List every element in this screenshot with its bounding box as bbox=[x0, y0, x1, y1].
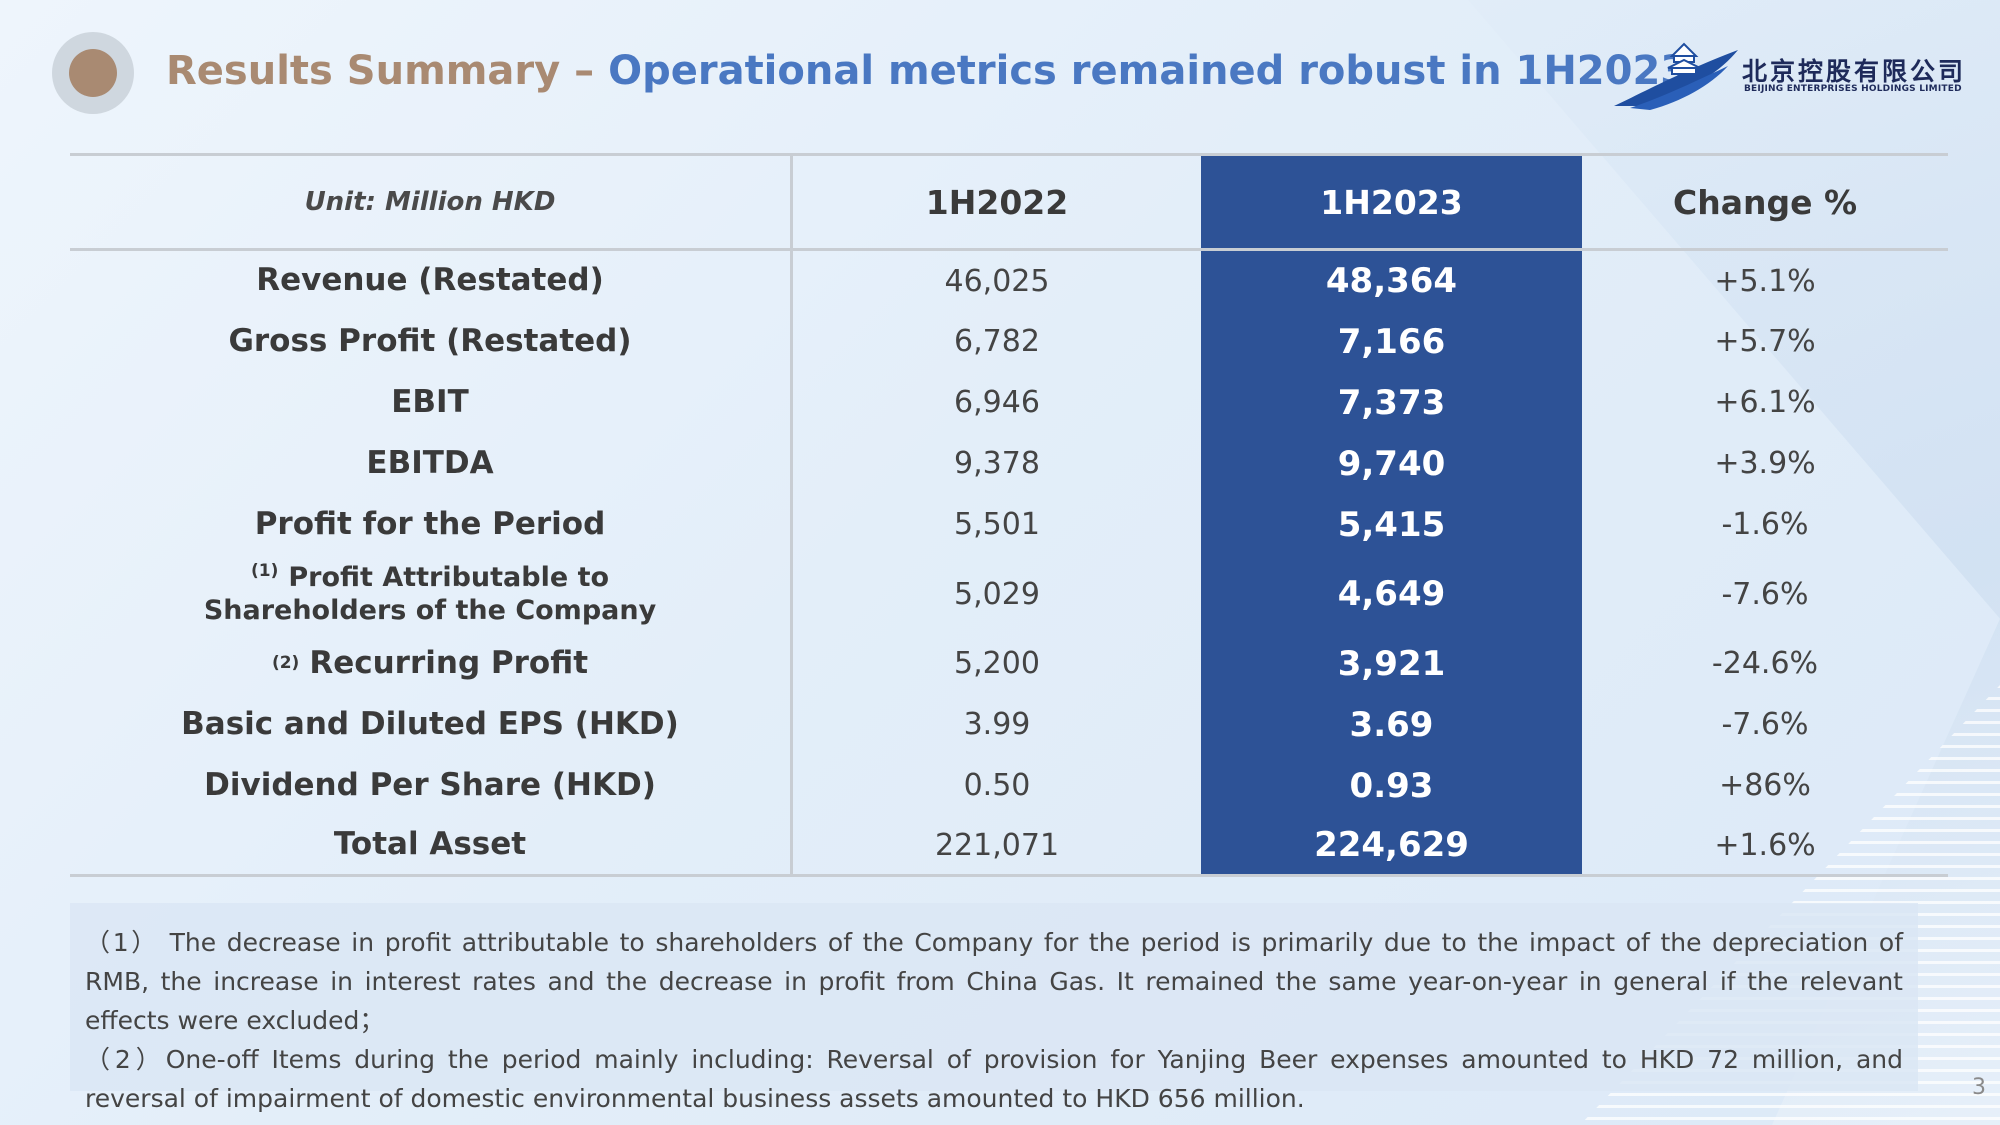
table-cell-highlight: 5,415 bbox=[1337, 504, 1446, 545]
row-label-gross-profit: Gross Profit (Restated) bbox=[228, 322, 632, 359]
title-main: Operational metrics remained robust in 1… bbox=[608, 48, 1689, 94]
table-cell-change: +86% bbox=[1719, 768, 1811, 803]
table-cell-highlight: 7,166 bbox=[1337, 321, 1446, 362]
table-cell-change: -1.6% bbox=[1721, 507, 1809, 542]
table-cell-highlight: 4,649 bbox=[1337, 574, 1446, 614]
table-cell: 6,782 bbox=[954, 324, 1040, 359]
table-cell: 5,200 bbox=[954, 646, 1040, 681]
table-cell: 5,029 bbox=[954, 576, 1040, 612]
row-label-eps: Basic and Diluted EPS (HKD) bbox=[181, 705, 679, 742]
row-label-total-asset: Total Asset bbox=[333, 826, 527, 863]
header-bullet-icon bbox=[52, 32, 134, 114]
footnotes-box: （1） The decrease in profit attributable … bbox=[70, 903, 1918, 1113]
row-label-ebitda: EBITDA bbox=[366, 444, 494, 481]
table-cell: 6,946 bbox=[954, 385, 1040, 420]
table-cell-highlight: 0.93 bbox=[1349, 765, 1434, 806]
company-logo: 北京控股有限公司 BEIJING ENTERPRISES HOLDINGS LI… bbox=[1610, 32, 1963, 112]
table-cell-change: -24.6% bbox=[1711, 646, 1819, 681]
row-label-line1: Profit Attributable to bbox=[288, 562, 610, 594]
table-cell-change: +6.1% bbox=[1714, 385, 1816, 420]
row-label-dividend: Dividend Per Share (HKD) bbox=[204, 766, 656, 803]
row-label-ebit: EBIT bbox=[391, 383, 469, 420]
page-title: Results Summary – Operational metrics re… bbox=[166, 48, 1688, 94]
title-prefix: Results Summary – bbox=[166, 48, 609, 94]
footnote-marker-2: (2) bbox=[271, 653, 300, 674]
row-label-profit-attributable: (1) Profit Attributable to Shareholders o… bbox=[70, 555, 790, 633]
table-cell-highlight: 3,921 bbox=[1337, 643, 1446, 684]
table-cell-highlight: 48,364 bbox=[1325, 261, 1458, 301]
table-cell-change: +5.7% bbox=[1714, 324, 1816, 359]
unit-label: Unit: Million HKD bbox=[304, 187, 556, 217]
footnote-2: （2）One-off Items during the period mainl… bbox=[85, 1045, 1903, 1113]
row-label-line2: Shareholders of the Company bbox=[203, 594, 657, 626]
table-cell-highlight: 7,373 bbox=[1337, 382, 1446, 423]
row-label-text: Recurring Profit bbox=[309, 644, 589, 681]
row-label-revenue: Revenue (Restated) bbox=[256, 262, 604, 299]
logo-name-en: BEIJING ENTERPRISES HOLDINGS LIMITED bbox=[1744, 84, 1962, 94]
table-cell: 3.99 bbox=[963, 707, 1031, 742]
table-cell: 0.50 bbox=[963, 768, 1031, 803]
page-number: 3 bbox=[1972, 1075, 1986, 1100]
temple-of-heaven-icon bbox=[1614, 42, 1738, 110]
row-label-profit-for-period: Profit for the Period bbox=[254, 505, 606, 542]
column-header-1h2023: 1H2023 bbox=[1320, 182, 1463, 222]
table-cell-highlight: 224,629 bbox=[1314, 825, 1469, 865]
table-cell: 46,025 bbox=[944, 263, 1050, 299]
table-cell: 5,501 bbox=[954, 507, 1040, 542]
table-cell-change: +5.1% bbox=[1714, 263, 1816, 299]
header-divider bbox=[70, 248, 1948, 251]
footnote-1: （1） The decrease in profit attributable … bbox=[85, 928, 1903, 1035]
table-cell-highlight: 9,740 bbox=[1337, 443, 1446, 484]
footnote-marker-1: (1) bbox=[250, 561, 279, 582]
table-cell-change: +3.9% bbox=[1714, 446, 1816, 481]
column-header-change: Change % bbox=[1672, 182, 1858, 222]
table-cell: 221,071 bbox=[934, 827, 1060, 863]
table-cell: 9,378 bbox=[954, 446, 1040, 481]
table-cell-change: +1.6% bbox=[1714, 827, 1816, 863]
highlight-column-1h2023 bbox=[1201, 155, 1582, 875]
column-divider bbox=[790, 153, 793, 877]
table-bottom-border bbox=[70, 874, 1948, 877]
logo-name-cn: 北京控股有限公司 bbox=[1742, 57, 1967, 86]
table-cell-highlight: 3.69 bbox=[1349, 704, 1434, 745]
table-cell-change: -7.6% bbox=[1721, 576, 1809, 612]
column-header-1h2022: 1H2022 bbox=[925, 182, 1069, 222]
table-top-border bbox=[70, 153, 1948, 156]
table-cell-change: -7.6% bbox=[1721, 707, 1809, 742]
row-label-recurring-profit: (2) Recurring Profit bbox=[70, 633, 790, 694]
